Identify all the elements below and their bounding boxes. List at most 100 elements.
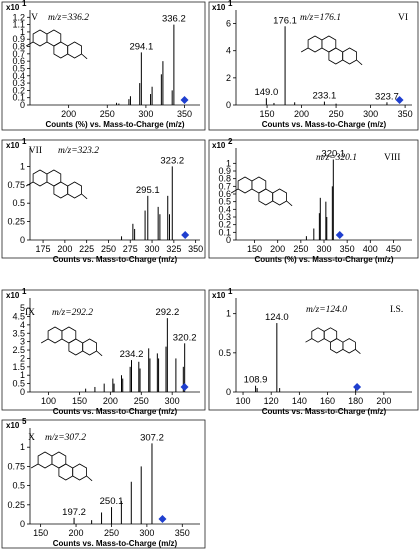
y-tick-label: 0.5 xyxy=(12,63,25,73)
x-tick-label: 175 xyxy=(36,244,51,254)
mz-label: m/z=292.2 xyxy=(52,308,93,318)
bond xyxy=(30,463,39,469)
y-tick-label: 0.5 xyxy=(12,481,25,491)
bond xyxy=(81,193,88,200)
spectrum-panel-vii: 0 0.25 0.5 0.75 1 175 200 225 250 275 300 325 350 Cou… xyxy=(1,137,206,264)
ring xyxy=(330,338,344,354)
x-axis-label: Counts vs. Mass-to-Charge (m/z) xyxy=(262,407,387,416)
x-tick-label: 250 xyxy=(293,244,308,254)
y-tick-label: 0.4 xyxy=(12,71,25,81)
bond xyxy=(300,47,309,53)
x-tick-label: 200 xyxy=(57,244,72,254)
x-tick-label: 200 xyxy=(61,109,76,119)
structure-drawing xyxy=(305,327,361,355)
spectrum-panel-vi: 0 2 4 6 150 200 250 300 350 Counts vs. Mass-to-Ch… xyxy=(208,0,419,131)
peak-label: 307.2 xyxy=(140,432,164,443)
x-tick-label: 275 xyxy=(123,244,138,254)
x-tick-label: 180 xyxy=(348,396,363,406)
ring xyxy=(82,338,97,356)
y-tick-label: 1 xyxy=(20,442,25,452)
y-tick-label: 4 xyxy=(226,46,231,56)
scale-label: x10 xyxy=(212,291,226,300)
peak-label: 124.0 xyxy=(265,312,289,323)
peak-label: 176.1 xyxy=(273,15,297,26)
x-axis-label: Counts (%) vs. Mass-to-Charge (m/z) xyxy=(254,255,393,264)
ring xyxy=(58,463,74,481)
ring xyxy=(258,188,274,206)
precursor-marker xyxy=(180,383,189,391)
x-tick-label: 350 xyxy=(175,528,190,538)
y-tick-label: 0.8 xyxy=(218,174,231,184)
ring xyxy=(342,47,358,65)
bond xyxy=(355,349,361,355)
y-tick-label: 1 xyxy=(226,158,231,168)
ring xyxy=(328,47,344,65)
y-tick-label: 0.2 xyxy=(218,220,231,230)
scale-exponent: 2 xyxy=(228,137,233,146)
y-tick-label: 0.5 xyxy=(12,198,25,208)
structure-drawing xyxy=(25,169,88,200)
ring xyxy=(311,327,325,343)
structure-drawing xyxy=(230,176,293,207)
ring xyxy=(72,463,87,481)
panel-frame xyxy=(1,289,206,411)
compound-label: VI xyxy=(398,13,408,23)
y-tick-label: 0 xyxy=(20,519,25,529)
precursor-marker xyxy=(181,231,190,239)
bond xyxy=(305,338,312,343)
x-tick-label: 350 xyxy=(188,244,203,254)
ring xyxy=(67,41,82,59)
x-tick-label: 300 xyxy=(145,244,160,254)
compound-label: IX xyxy=(25,308,35,318)
panel-frame xyxy=(1,139,206,259)
bond xyxy=(86,475,93,482)
x-axis-label: Counts (%) vs. Mass-to-Charge (m/z) xyxy=(45,120,184,129)
y-tick-label: 1.2 xyxy=(12,12,25,22)
y-tick-label: 0 xyxy=(226,100,231,110)
y-tick-label: 0.75 xyxy=(7,461,25,471)
y-tick-label: 0.6 xyxy=(218,189,231,199)
scale-label: x10 xyxy=(212,3,226,12)
y-tick-label: 0.5 xyxy=(12,379,25,389)
y-tick-label: 4 xyxy=(20,320,25,330)
y-tick-label: 0.25 xyxy=(7,500,25,510)
compound-label: VII xyxy=(29,146,42,156)
bond xyxy=(25,41,34,47)
precursor-marker xyxy=(180,96,189,104)
x-tick-label: 300 xyxy=(138,109,153,119)
peak-label: 292.2 xyxy=(155,307,179,318)
x-tick-label: 300 xyxy=(139,528,154,538)
y-tick-label: 3.5 xyxy=(12,328,25,338)
peak-label: 323.7 xyxy=(375,91,399,102)
ring xyxy=(53,181,69,199)
ring xyxy=(32,169,48,187)
ring xyxy=(47,326,63,344)
y-tick-label: 0.9 xyxy=(12,34,25,44)
x-tick-label: 400 xyxy=(363,244,378,254)
bond xyxy=(96,350,103,357)
x-tick-label: 200 xyxy=(294,109,309,119)
scale-exponent: 1 xyxy=(22,287,27,296)
x-tick-label: 300 xyxy=(363,109,378,119)
x-tick-label: 150 xyxy=(33,528,48,538)
x-tick-label: 250 xyxy=(329,109,344,119)
structure-drawing xyxy=(300,35,363,66)
scale-label: x10 xyxy=(6,291,20,300)
x-tick-label: 350 xyxy=(340,244,355,254)
x-tick-label: 200 xyxy=(376,396,391,406)
y-tick-label: 4.5 xyxy=(12,311,25,321)
ring xyxy=(67,181,82,199)
y-tick-label: 0.25 xyxy=(7,217,25,227)
ring xyxy=(32,29,48,47)
compound-label: I.S. xyxy=(390,305,403,315)
y-tick-label: 2 xyxy=(20,353,25,363)
x-tick-label: 300 xyxy=(316,244,331,254)
scale-exponent: 1 xyxy=(228,0,233,8)
y-tick-label: 0 xyxy=(226,235,231,245)
precursor-marker xyxy=(353,383,362,391)
precursor-marker xyxy=(395,96,404,104)
ring xyxy=(37,451,53,469)
